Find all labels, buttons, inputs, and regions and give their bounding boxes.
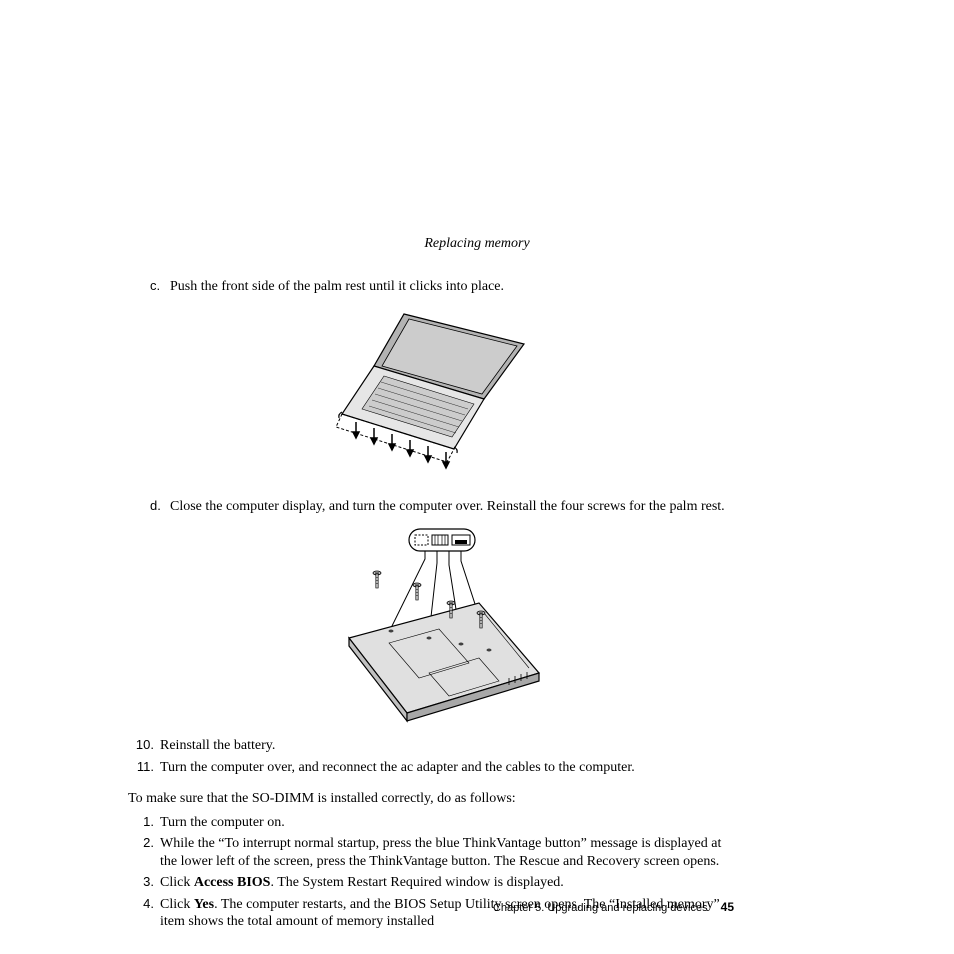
- step-marker: c.: [150, 278, 170, 296]
- footer-page-number: 45: [721, 900, 734, 914]
- step-text: Turn the computer on.: [160, 814, 734, 832]
- step-c: c. Push the front side of the palm rest …: [150, 278, 734, 296]
- step-marker: d.: [150, 498, 170, 516]
- page-footer: Chapter 5. Upgrading and replacing devic…: [493, 900, 734, 914]
- verify-intro: To make sure that the SO-DIMM is install…: [128, 790, 734, 808]
- step-marker: 4.: [128, 896, 160, 931]
- figure-laptop-bottom-screws: [144, 523, 734, 723]
- step-text: Push the front side of the palm rest unt…: [170, 278, 734, 296]
- page-content: c. Push the front side of the palm rest …: [144, 278, 734, 931]
- verify-1: 1. Turn the computer on.: [128, 814, 734, 832]
- verify-3: 3. Click Access BIOS. The System Restart…: [128, 874, 734, 892]
- laptop-open-icon: [334, 304, 544, 484]
- verify-2: 2. While the “To interrupt normal startu…: [128, 835, 734, 870]
- step-marker: 10.: [128, 737, 160, 755]
- step-marker: 1.: [128, 814, 160, 832]
- page-header: Replacing memory: [0, 0, 954, 252]
- figure-laptop-palmrest: [144, 304, 734, 484]
- step-d: d. Close the computer display, and turn …: [150, 498, 734, 516]
- footer-chapter: Chapter 5. Upgrading and replacing devic…: [493, 902, 708, 914]
- step-text: While the “To interrupt normal startup, …: [160, 835, 734, 870]
- step-marker: 2.: [128, 835, 160, 870]
- step-text: Turn the computer over, and reconnect th…: [160, 759, 734, 777]
- step-11: 11. Turn the computer over, and reconnec…: [128, 759, 734, 777]
- step-10: 10. Reinstall the battery.: [128, 737, 734, 755]
- step-text: Close the computer display, and turn the…: [170, 498, 734, 516]
- step-marker: 3.: [128, 874, 160, 892]
- step-text: Click Access BIOS. The System Restart Re…: [160, 874, 734, 892]
- step-text: Reinstall the battery.: [160, 737, 734, 755]
- step-marker: 11.: [128, 759, 160, 777]
- document-page: Replacing memory c. Push the front side …: [0, 0, 954, 954]
- laptop-bottom-icon: [329, 523, 549, 723]
